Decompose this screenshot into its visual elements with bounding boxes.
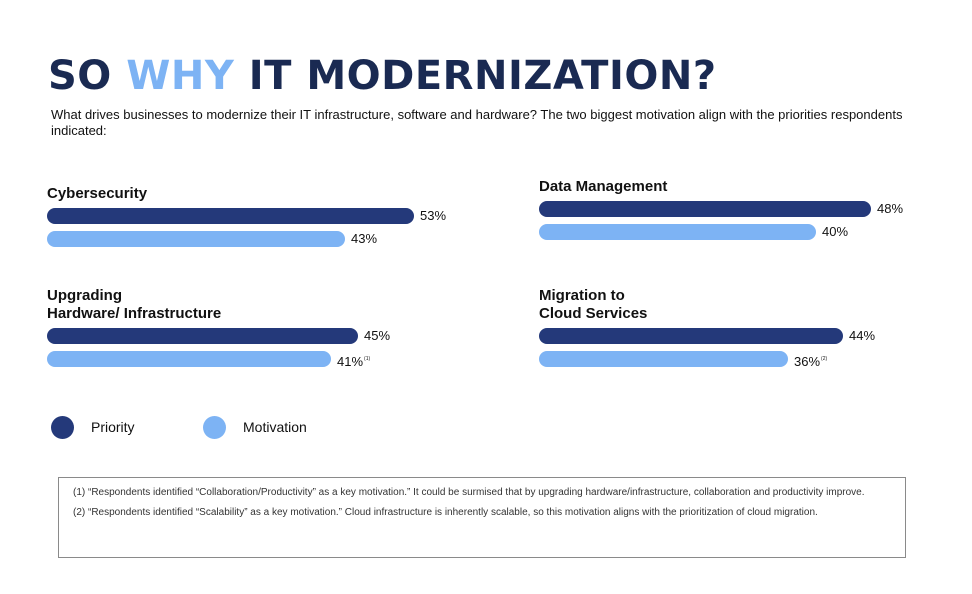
page-title: SO WHY IT MODERNIZATION?: [48, 52, 717, 100]
bar-priority: [539, 201, 871, 217]
category-title: Data Management: [539, 178, 667, 196]
legend-priority-label: Priority: [91, 419, 135, 435]
category-group: Data Management 48% 40%: [539, 178, 903, 240]
bar-value-label: 40%: [822, 224, 849, 239]
bar-value-label: 36%(2): [794, 354, 828, 369]
category-title-line: Data Management: [539, 178, 668, 195]
bar-motivation: [539, 351, 788, 367]
category-title-line: Cybersecurity: [47, 185, 148, 202]
page-subtitle: What drives businesses to modernize thei…: [51, 107, 903, 138]
category-title-line: Hardware/ Infrastructure: [47, 305, 222, 322]
title-accent: WHY: [126, 53, 235, 99]
bar-value-label: 45%: [364, 328, 391, 343]
category-title: Upgrading Hardware/ Infrastructure: [47, 287, 221, 323]
footnote-1: (1) “Respondents identified “Collaborati…: [73, 487, 865, 498]
category-title: Migration to Cloud Services: [539, 287, 647, 323]
legend-motivation-swatch: [203, 416, 226, 439]
legend-priority-swatch: [51, 416, 74, 439]
category-group: Cybersecurity 53% 43%: [47, 185, 446, 247]
category-title: Cybersecurity: [47, 185, 147, 203]
category-group: Upgrading Hardware/ Infrastructure 45% 41%(…: [47, 287, 390, 369]
title-part-2: IT MODERNIZATION?: [234, 53, 717, 99]
footnotes-box: (1) “Respondents identified “Collaborati…: [58, 477, 906, 558]
category-title-line: Migration to: [539, 287, 625, 304]
bar-motivation: [539, 224, 816, 240]
bar-value-label: 44%: [849, 328, 876, 343]
footnote-marker: (1): [364, 356, 371, 362]
legend-motivation-label: Motivation: [243, 419, 307, 435]
bar-motivation: [47, 351, 331, 367]
bar-value-label: 48%: [877, 201, 904, 216]
category-title-line: Cloud Services: [539, 305, 648, 322]
footnote-marker: (2): [821, 356, 828, 362]
category-group: Migration to Cloud Services 44% 36%(2): [539, 287, 875, 369]
category-title-line: Upgrading: [47, 287, 122, 304]
title-part-1: SO: [48, 53, 127, 99]
footnote-2: (2) “Respondents identified “Scalability…: [73, 507, 818, 518]
bar-value-label: 53%: [420, 208, 447, 223]
bar-priority: [47, 208, 414, 224]
bar-priority: [47, 328, 358, 344]
bar-value-label: 43%: [351, 231, 378, 246]
bar-value-label: 41%(1): [337, 354, 371, 369]
bar-motivation: [47, 231, 345, 247]
bar-priority: [539, 328, 843, 344]
